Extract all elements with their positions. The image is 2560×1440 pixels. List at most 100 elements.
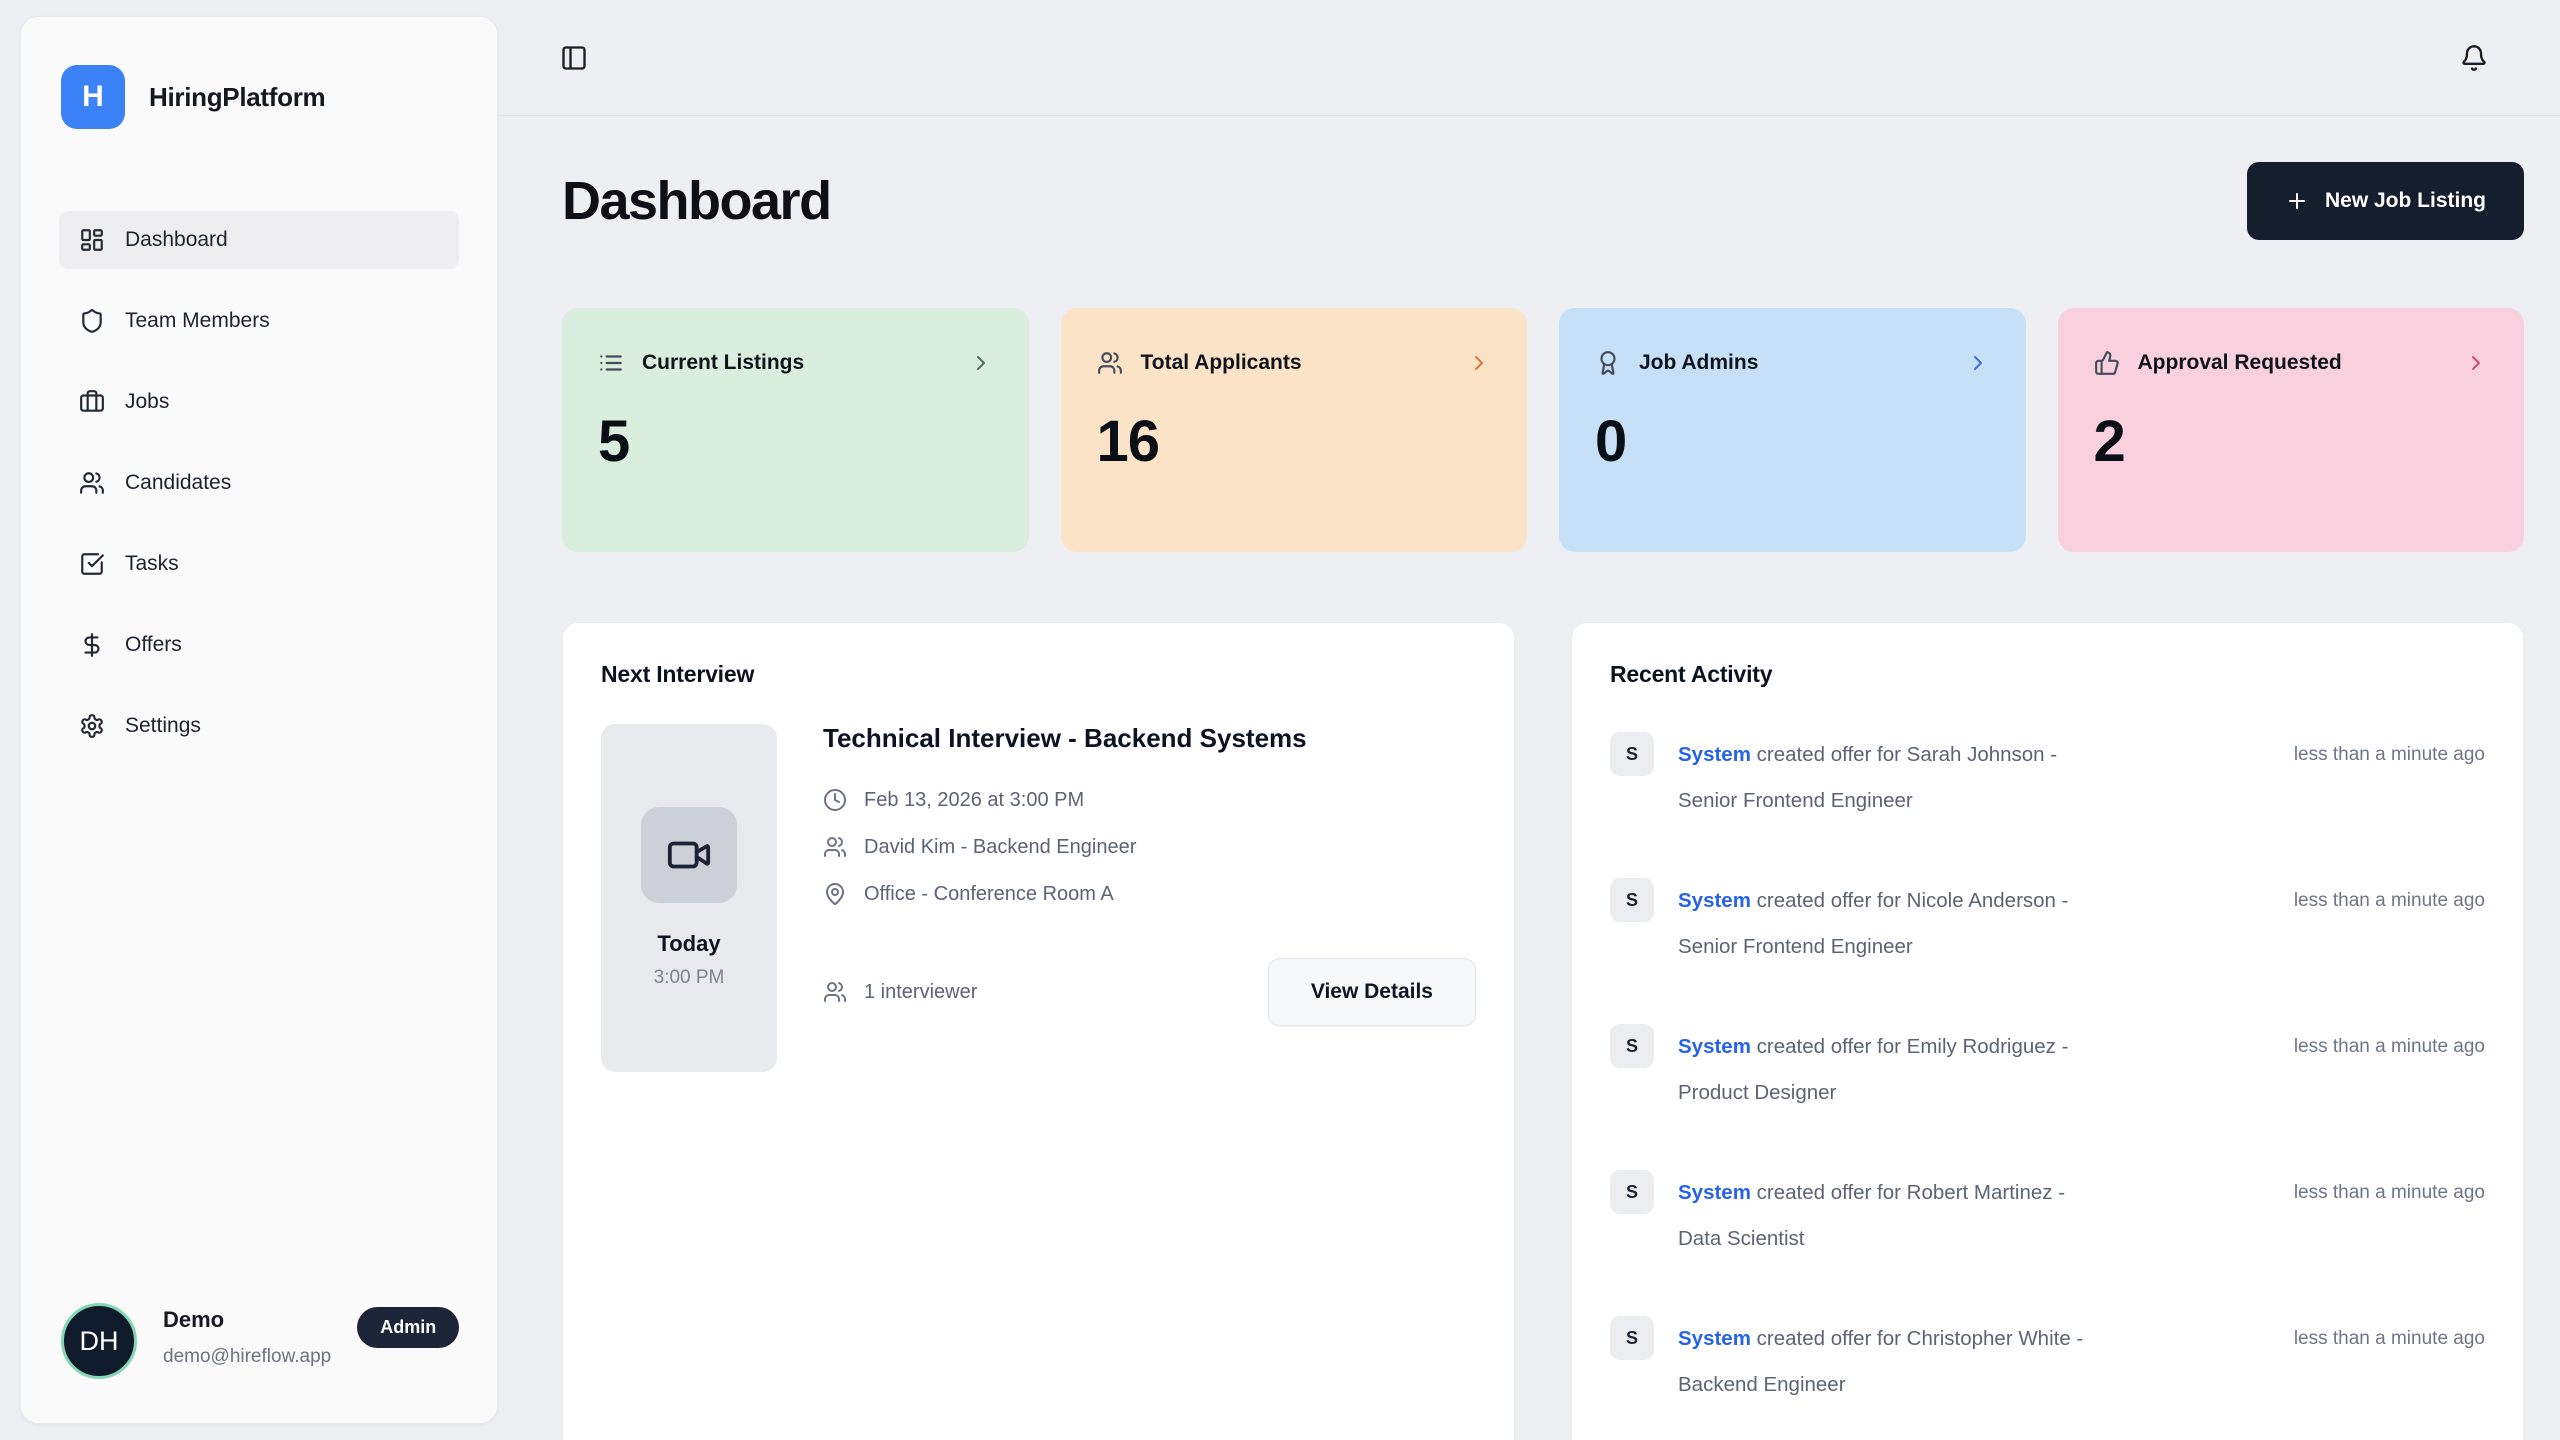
activity-item: S System created offer for Sarah Johnson… xyxy=(1610,732,2485,824)
interview-time: 3:00 PM xyxy=(653,967,725,988)
page-content: Dashboard New Job Listing Current Listin… xyxy=(498,116,2560,1440)
activity-actor-link[interactable]: System xyxy=(1678,1181,1751,1204)
activity-actor-link[interactable]: System xyxy=(1678,1035,1751,1058)
sidebar-nav: Dashboard Team Members Jobs Candidates T… xyxy=(21,211,497,755)
thumbs-up-icon xyxy=(2094,350,2120,376)
panel-heading: Recent Activity xyxy=(1610,661,1773,687)
stat-card-total-applicants[interactable]: Total Applicants 16 xyxy=(1060,308,1527,552)
avatar: S xyxy=(1610,878,1654,922)
sidebar-item-label: Offers xyxy=(125,633,182,656)
users-icon xyxy=(823,980,847,1004)
interviewer-count-row: 1 interviewer xyxy=(823,980,977,1004)
check-square-icon xyxy=(79,551,105,577)
panels-row: Next Interview Today 3:00 PM Technical I… xyxy=(562,622,2524,1440)
activity-timestamp: less than a minute ago xyxy=(2293,1036,2485,1057)
user-profile-menu[interactable]: DH Demo demo@hireflow.app Admin xyxy=(21,1303,497,1423)
activity-actor-link[interactable]: System xyxy=(1678,889,1751,912)
sidebar-item-label: Tasks xyxy=(125,552,179,575)
sidebar-item-jobs[interactable]: Jobs xyxy=(59,373,459,431)
avatar: DH xyxy=(61,1303,137,1379)
briefcase-icon xyxy=(79,389,105,415)
stat-value: 16 xyxy=(1096,409,1161,474)
users-icon xyxy=(823,835,847,859)
avatar: S xyxy=(1610,732,1654,776)
stat-label: Job Admins xyxy=(1639,351,1759,374)
gear-icon xyxy=(79,713,105,739)
activity-text: System created offer for Sarah Johnson -… xyxy=(1678,743,2058,812)
sidebar-item-label: Settings xyxy=(125,714,201,737)
page-header: Dashboard New Job Listing xyxy=(562,162,2524,240)
stat-value: 0 xyxy=(1595,409,1627,474)
video-camera-tile xyxy=(641,807,737,903)
activity-item: S System created offer for Nicole Anders… xyxy=(1610,878,2485,970)
activity-timestamp: less than a minute ago xyxy=(2293,890,2485,911)
activity-item: S System created offer for Robert Martin… xyxy=(1610,1170,2485,1262)
stat-card-approval-requested[interactable]: Approval Requested 2 xyxy=(2057,308,2524,552)
avatar: S xyxy=(1610,1170,1654,1214)
activity-item: S System created offer for Christopher W… xyxy=(1610,1316,2485,1408)
brand-logo: H xyxy=(61,65,125,129)
dollar-sign-icon xyxy=(79,632,105,658)
sidebar-item-tasks[interactable]: Tasks xyxy=(59,535,459,593)
sidebar-item-candidates[interactable]: Candidates xyxy=(59,454,459,512)
activity-text: System created offer for Robert Martinez… xyxy=(1678,1181,2066,1250)
user-email: demo@hireflow.app xyxy=(163,1346,332,1367)
sidebar-item-dashboard[interactable]: Dashboard xyxy=(59,211,459,269)
video-camera-icon xyxy=(666,832,712,878)
map-pin-icon xyxy=(823,882,847,906)
brand: H HiringPlatform xyxy=(21,17,497,129)
chevron-right-icon xyxy=(2464,351,2488,375)
activity-actor-link[interactable]: System xyxy=(1678,1327,1751,1350)
activity-text: System created offer for Nicole Anderson… xyxy=(1678,889,2069,958)
stat-card-current-listings[interactable]: Current Listings 5 xyxy=(562,308,1029,552)
clock-icon xyxy=(823,788,847,812)
new-job-listing-button[interactable]: New Job Listing xyxy=(2246,162,2524,240)
sidebar-item-label: Candidates xyxy=(125,471,232,494)
activity-timestamp: less than a minute ago xyxy=(2293,1328,2485,1349)
sidebar-item-settings[interactable]: Settings xyxy=(59,697,459,755)
activity-item: S System created offer for Emily Rodrigu… xyxy=(1610,1024,2485,1116)
bell-icon xyxy=(2460,44,2488,72)
view-details-button[interactable]: View Details xyxy=(1267,958,1476,1027)
dashboard-grid-icon xyxy=(79,227,105,253)
avatar: S xyxy=(1610,1316,1654,1360)
interview-date-tile: Today 3:00 PM xyxy=(601,724,777,1072)
sidebar: H HiringPlatform Dashboard Team Members … xyxy=(20,16,498,1424)
chevron-right-icon xyxy=(969,351,993,375)
list-icon xyxy=(598,350,624,376)
activity-text: System created offer for Christopher Whi… xyxy=(1678,1327,2084,1396)
activity-actor-link[interactable]: System xyxy=(1678,743,1751,766)
interview-candidate-row: David Kim - Backend Engineer xyxy=(823,835,1476,859)
interview-title: Technical Interview - Backend Systems xyxy=(823,723,1307,753)
panel-left-icon xyxy=(560,44,588,72)
sidebar-toggle-button[interactable] xyxy=(560,44,588,72)
activity-list: S System created offer for Sarah Johnson… xyxy=(1610,732,2485,1440)
interview-datetime-row: Feb 13, 2026 at 3:00 PM xyxy=(823,788,1476,812)
stat-value: 2 xyxy=(2093,409,2126,474)
stat-value: 5 xyxy=(598,409,630,474)
role-badge: Admin xyxy=(357,1307,460,1348)
sidebar-item-label: Jobs xyxy=(125,390,170,413)
user-info: Demo demo@hireflow.app xyxy=(163,1303,331,1368)
sidebar-item-team-members[interactable]: Team Members xyxy=(59,292,459,350)
recent-activity-panel: Recent Activity S System created offer f… xyxy=(1571,622,2524,1440)
notifications-button[interactable] xyxy=(2460,44,2488,72)
topbar xyxy=(498,0,2560,116)
main-area: Dashboard New Job Listing Current Listin… xyxy=(498,0,2560,1440)
brand-name: HiringPlatform xyxy=(149,81,326,112)
shield-icon xyxy=(79,308,105,334)
panel-heading: Next Interview xyxy=(601,661,755,687)
chevron-right-icon xyxy=(1467,351,1491,375)
next-interview-panel: Next Interview Today 3:00 PM Technical I… xyxy=(562,622,1515,1440)
sidebar-item-offers[interactable]: Offers xyxy=(59,616,459,674)
sidebar-item-label: Dashboard xyxy=(125,228,228,251)
stats-row: Current Listings 5 Total Applicants 16 xyxy=(562,308,2524,552)
chevron-right-icon xyxy=(1966,351,1990,375)
stat-label: Current Listings xyxy=(642,351,805,374)
stat-label: Approval Requested xyxy=(2137,351,2342,374)
stat-card-job-admins[interactable]: Job Admins 0 xyxy=(1559,308,2026,552)
interview-location-row: Office - Conference Room A xyxy=(823,882,1476,906)
activity-timestamp: less than a minute ago xyxy=(2293,744,2485,765)
user-name: Demo xyxy=(163,1307,225,1332)
